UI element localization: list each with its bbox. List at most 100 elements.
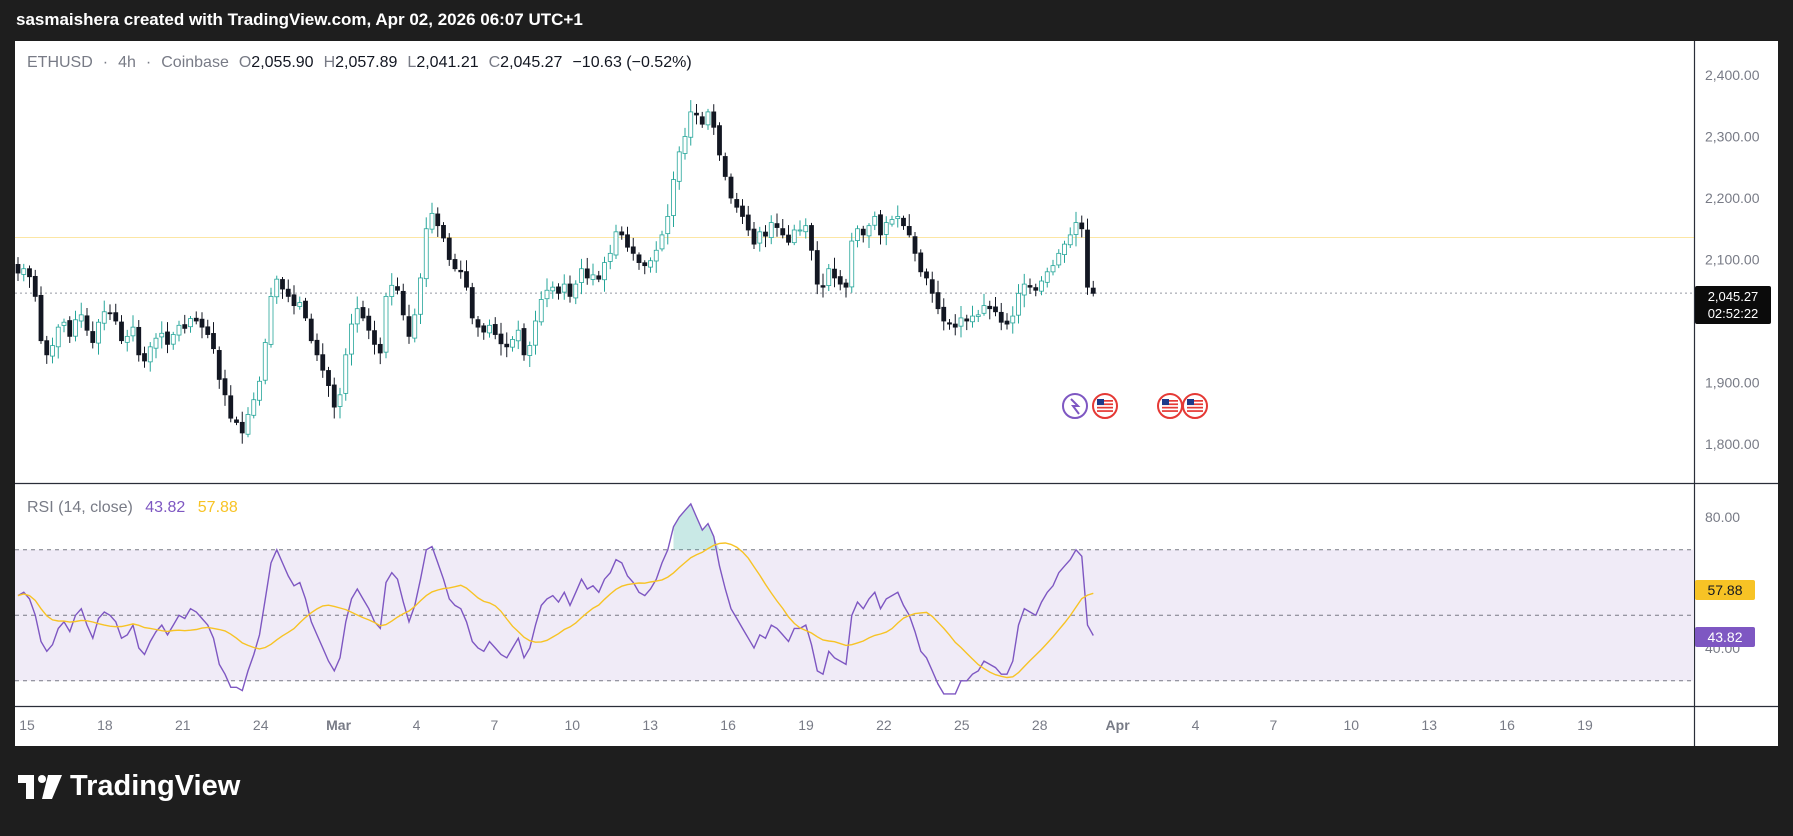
candle-body: [1010, 315, 1016, 324]
candle-body: [475, 319, 481, 328]
candle-body: [515, 329, 521, 342]
candle-body: [113, 312, 119, 322]
candle-body: [625, 234, 630, 248]
candle-body: [78, 314, 84, 322]
candle-body: [682, 136, 688, 154]
candle-body: [446, 237, 452, 260]
flag-stripe: [1097, 403, 1113, 406]
chart-svg[interactable]: 2,400.00 2,300.00 2,200.00 2,100.00 1,900.00…: [15, 41, 1778, 746]
candle-body: [188, 318, 193, 328]
rsi-label[interactable]: RSI (14, close): [27, 499, 133, 516]
candle-body: [630, 246, 636, 254]
candle-body: [216, 350, 222, 380]
candle-body: [849, 240, 855, 288]
flag-stripe: [1162, 410, 1178, 412]
candle-body: [774, 223, 780, 228]
candle-body: [596, 275, 602, 280]
candle-body: [584, 268, 590, 279]
candle-body: [642, 262, 648, 267]
price-tick-label: 2,400.00: [1705, 67, 1760, 83]
candle-body: [912, 236, 918, 254]
candle-body: [211, 333, 216, 350]
candle-body: [653, 249, 659, 262]
chart-frame[interactable]: 2,400.00 2,300.00 2,200.00 2,100.00 1,900.00…: [15, 41, 1778, 746]
rsi-overbought-fill: [432, 503, 720, 550]
candle-body: [694, 112, 699, 116]
candle-body: [1004, 320, 1010, 325]
candle-body: [349, 323, 354, 355]
flag-canton: [1187, 399, 1194, 405]
time-axis-label: 7: [1270, 717, 1278, 733]
tradingview-brand: TradingView: [70, 770, 241, 802]
time-axis-label: 16: [1499, 717, 1515, 733]
legend-low-label: L: [407, 54, 417, 71]
candle-body: [389, 284, 395, 297]
time-axis-label: 13: [642, 717, 658, 733]
candle-body: [613, 231, 619, 256]
time-axis-label: 15: [19, 717, 35, 733]
candle-body: [176, 324, 182, 336]
candle-body: [170, 334, 176, 345]
candle-body: [291, 294, 297, 307]
candle-body: [452, 259, 458, 270]
candle-body: [866, 225, 872, 237]
candle-body: [809, 225, 814, 251]
candle-body: [44, 340, 50, 356]
flag-stripe: [1187, 400, 1203, 402]
candle-body: [510, 339, 515, 348]
legend-symbol[interactable]: ETHUSD: [27, 54, 93, 71]
candle-body: [101, 311, 107, 324]
candle-body: [607, 252, 613, 262]
legend-high-label: H: [323, 54, 336, 71]
candle-body: [636, 254, 642, 263]
candle-body: [924, 271, 929, 279]
candle-body: [142, 353, 147, 362]
candle-body: [262, 342, 268, 381]
legend-interval[interactable]: 4h: [118, 54, 136, 71]
legend-low-value: 2,041.21: [416, 54, 479, 71]
candle-body: [895, 216, 901, 220]
symbol-legend: ETHUSD · 4h · Coinbase O 2,055.90 H 2,05…: [27, 54, 692, 72]
candle-body: [15, 264, 21, 274]
candle-body: [320, 354, 326, 371]
candle-body: [544, 289, 550, 300]
candle-body: [55, 326, 61, 348]
flag-stripe: [1187, 403, 1203, 406]
candle-body: [90, 331, 96, 343]
rsi-value-tag: 43.82: [1695, 627, 1755, 647]
candle-body: [855, 228, 860, 241]
flag-stripe: [1097, 406, 1113, 409]
candle-body: [418, 277, 423, 315]
flag-stripe: [1097, 410, 1113, 412]
candle-body: [354, 308, 360, 325]
candle-body: [406, 316, 412, 337]
flag-stripe: [1162, 403, 1178, 406]
candle-body: [1016, 292, 1021, 316]
candle-body: [343, 354, 349, 394]
time-axis-label: 28: [1032, 717, 1048, 733]
us-economic-event-icon: [1182, 393, 1208, 419]
legend-exchange: Coinbase: [161, 54, 229, 71]
candle-body: [889, 219, 895, 225]
candle-body: [837, 276, 843, 285]
candle-body: [906, 226, 912, 236]
candle-body: [705, 111, 711, 126]
time-axis-label: 24: [253, 717, 269, 733]
flag-canton: [1162, 399, 1169, 405]
candle-body: [740, 205, 745, 217]
time-axis-label: 4: [1192, 717, 1200, 733]
tradingview-logo[interactable]: TradingView: [18, 770, 240, 803]
candle-body: [1090, 287, 1096, 294]
legend-sep: ·: [102, 54, 109, 71]
candle-body: [883, 222, 889, 235]
candle-body: [521, 328, 527, 356]
us-economic-event-icon: [1157, 393, 1183, 419]
legend-close-value: 2,045.27: [500, 54, 563, 71]
candle-body: [147, 346, 153, 363]
time-axis-label: 21: [175, 717, 191, 733]
candle-body: [722, 156, 728, 177]
candle-body: [872, 216, 878, 226]
candle-body: [952, 323, 958, 328]
candle-body: [1079, 222, 1085, 230]
candle-body: [814, 250, 820, 285]
